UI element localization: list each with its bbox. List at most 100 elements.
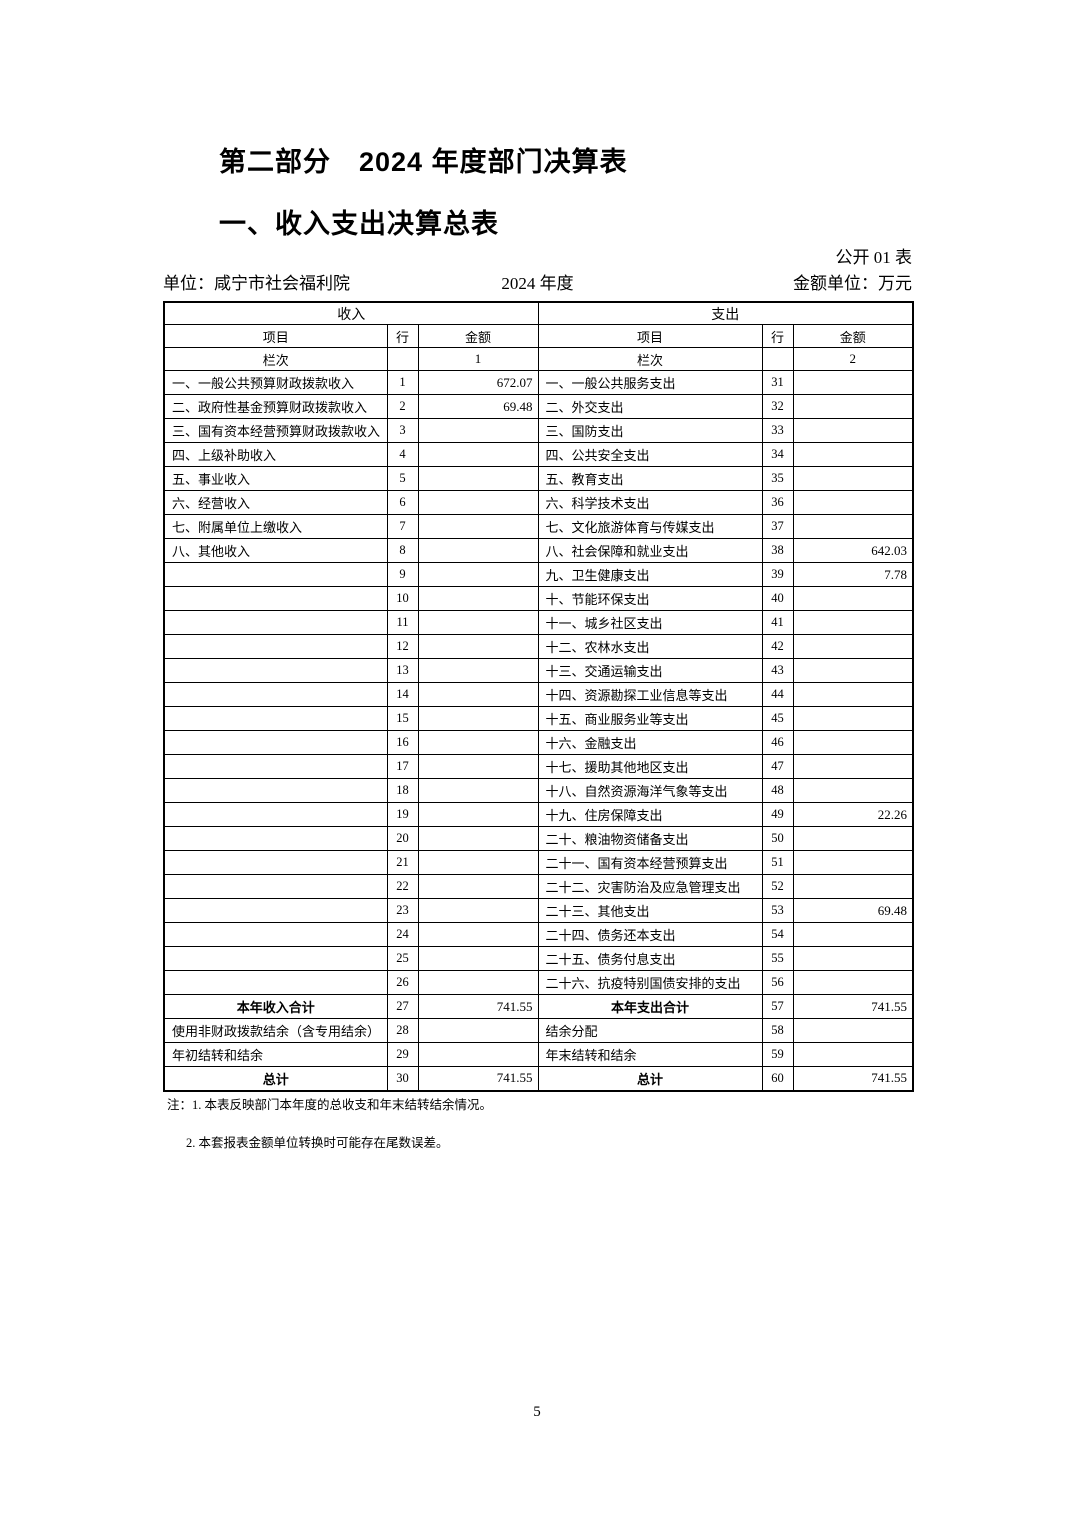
income-lanci-label: 栏次 [163,347,388,371]
income-amount-cell [417,634,539,659]
income-rownum-cell: 18 [386,778,419,803]
income-amount-cell [417,946,539,971]
expense-rownum-cell: 43 [761,658,794,683]
income-item-cell: 七、附属单位上缴收入 [163,514,388,539]
table-row: 四、上级补助收入 4 四、公共安全支出 34 [163,442,914,467]
income-rownum-cell: 11 [386,610,419,635]
expense-item-cell: 十九、住房保障支出 [537,802,763,827]
income-amount-cell [417,466,539,491]
expense-item-cell: 七、文化旅游体育与传媒支出 [537,514,763,539]
income-amount-cell [417,874,539,899]
expense-lanci-empty-cell [761,347,794,371]
table-row: 9 九、卫生健康支出 39 7.78 [163,562,914,587]
income-rownum-cell: 22 [386,874,419,899]
income-rownum-col-header: 行 [386,324,419,348]
expense-item-cell: 年末结转和结余 [537,1042,763,1067]
table-row: 二、政府性基金预算财政拨款收入 2 69.48 二、外交支出 32 [163,394,914,419]
expense-rownum-cell: 31 [761,370,794,395]
income-rownum-cell: 16 [386,730,419,755]
expense-amount-cell [792,658,914,683]
income-amount-cell [417,1042,539,1067]
income-rownum-cell: 28 [386,1018,419,1043]
income-amount-cell [417,538,539,563]
income-item-cell: 一、一般公共预算财政拨款收入 [163,370,388,395]
income-rownum-cell: 2 [386,394,419,419]
income-item-cell: 四、上级补助收入 [163,442,388,467]
expense-item-cell: 结余分配 [537,1018,763,1043]
income-item-cell: 六、经营收入 [163,490,388,515]
expense-item-cell: 本年支出合计 [537,994,763,1019]
page-number: 5 [533,1404,541,1420]
expense-amount-cell [792,586,914,611]
income-amount-cell [417,898,539,923]
expense-item-cell: 四、公共安全支出 [537,442,763,467]
income-item-cell [163,826,388,851]
income-amount-cell [417,490,539,515]
expense-rownum-cell: 38 [761,538,794,563]
income-item-cell: 二、政府性基金预算财政拨款收入 [163,394,388,419]
expense-amount-cell [792,466,914,491]
income-item-cell [163,874,388,899]
info-row: 单位：咸宁市社会福利院 2024 年度 金额单位：万元 [163,269,912,293]
income-item-cell [163,850,388,875]
expense-rownum-cell: 56 [761,970,794,995]
income-item-cell [163,682,388,707]
expense-lanci-label: 栏次 [537,347,763,371]
expense-rownum-cell: 49 [761,802,794,827]
expense-amount-cell [792,394,914,419]
expense-amount-cell: 741.55 [792,1066,914,1091]
expense-amount-cell [792,1018,914,1043]
income-amount-cell [417,514,539,539]
income-rownum-cell: 20 [386,826,419,851]
table-row: 25 二十五、债务付息支出 55 [163,946,914,971]
income-item-cell [163,922,388,947]
expense-amount-cell [792,706,914,731]
expense-amount-cell [792,826,914,851]
expense-amount-cell: 22.26 [792,802,914,827]
expense-rownum-cell: 42 [761,634,794,659]
income-rownum-cell: 8 [386,538,419,563]
income-amount-cell: 741.55 [417,994,539,1019]
table-row: 五、事业收入 5 五、教育支出 35 [163,466,914,491]
income-amount-cell [417,1018,539,1043]
income-rownum-cell: 27 [386,994,419,1019]
expense-rownum-cell: 37 [761,514,794,539]
income-amount-cell [417,778,539,803]
table-row: 18 十八、自然资源海洋气象等支出 48 [163,778,914,803]
income-lanci-number: 1 [417,347,539,371]
table-row: 八、其他收入 8 八、社会保障和就业支出 38 642.03 [163,538,914,563]
table-row: 年初结转和结余 29 年末结转和结余 59 [163,1042,914,1067]
expense-rownum-cell: 53 [761,898,794,923]
expense-section-header: 支出 [537,301,914,325]
income-amount-cell [417,562,539,587]
expense-amount-cell [792,970,914,995]
income-lanci-empty-cell [386,347,419,371]
income-item-col-header: 项目 [163,324,388,348]
income-rownum-cell: 23 [386,898,419,923]
income-item-cell [163,730,388,755]
expense-rownum-cell: 57 [761,994,794,1019]
section-header-row: 收入 支出 [163,301,914,325]
income-rownum-cell: 3 [386,418,419,443]
expense-rownum-cell: 32 [761,394,794,419]
income-item-cell [163,802,388,827]
expense-rownum-cell: 46 [761,730,794,755]
expense-amount-cell [792,778,914,803]
expense-rownum-cell: 36 [761,490,794,515]
income-rownum-cell: 29 [386,1042,419,1067]
expense-rownum-cell: 40 [761,586,794,611]
expense-item-cell: 二十一、国有资本经营预算支出 [537,850,763,875]
table-row: 使用非财政拨款结余（含专用结余） 28 结余分配 58 [163,1018,914,1043]
expense-amount-cell [792,1042,914,1067]
table-code: 公开 01 表 [835,248,913,267]
income-amount-cell [417,706,539,731]
income-amount-cell [417,682,539,707]
part-title: 第二部分 2024 年度部门决算表 [219,147,628,177]
income-rownum-cell: 12 [386,634,419,659]
table-row: 六、经营收入 6 六、科学技术支出 36 [163,490,914,515]
income-rownum-cell: 26 [386,970,419,995]
expense-rownum-cell: 50 [761,826,794,851]
expense-amount-cell [792,922,914,947]
unit-label: 单位：咸宁市社会福利院 [163,274,350,293]
